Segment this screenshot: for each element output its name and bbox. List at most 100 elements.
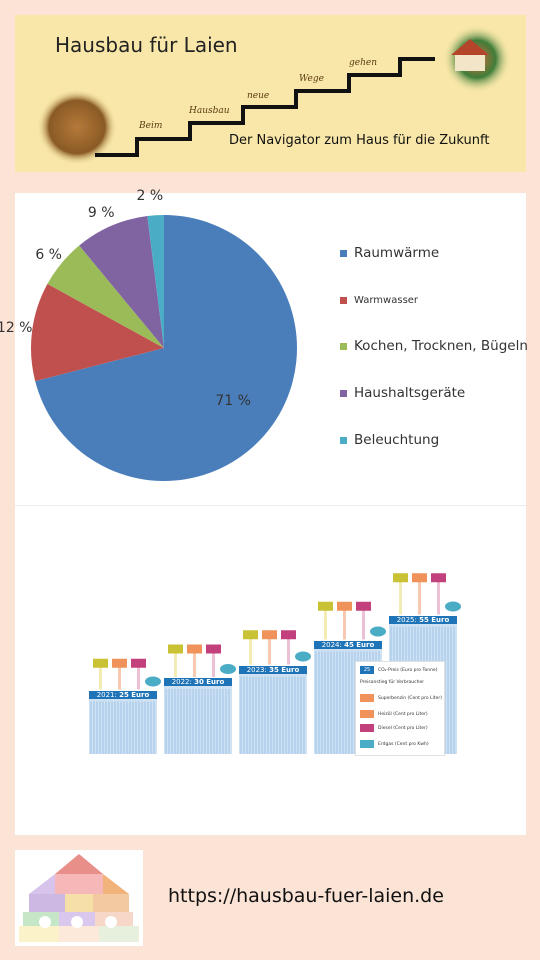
bar-value-label: 2023: 35 Euro [239, 665, 307, 674]
step-word: Beim [139, 121, 163, 131]
bar-value-label: 2022: 30 Euro [164, 678, 232, 686]
step-word: gehen [349, 58, 378, 68]
gas-cloud-icon [145, 676, 161, 687]
bar-legend-badge [360, 710, 374, 718]
bar-legend-item: Superbenzin (Cent pro Liter) [360, 694, 442, 702]
bar-amount: 45 Euro [344, 640, 375, 649]
price-badge [168, 644, 183, 654]
legend-swatch [340, 342, 347, 350]
price-badge [187, 644, 202, 654]
price-badge [412, 573, 427, 583]
price-stem [249, 637, 252, 665]
step-word: Hausbau [189, 106, 230, 116]
bar-legend-badge: 25 [360, 666, 374, 674]
legend-label: Raumwärme [354, 245, 440, 261]
legend-swatch [340, 389, 347, 397]
pie-slice-haushaltsgeräte [79, 216, 164, 348]
bar-amount: 30 Euro [194, 678, 225, 686]
price-stem [343, 608, 346, 640]
bar-year: 2025: [396, 615, 420, 624]
bar-legend-item: Erdgas (Cent pro Kwh) [360, 740, 429, 748]
bar-2023 [239, 666, 307, 754]
bar-legend-text: CO₂-Preis (Euro pro Tonne) [378, 667, 438, 673]
pie-chart [31, 215, 297, 481]
price-stem [193, 651, 196, 677]
bar-legend-item: Diesel (Cent pro Liter) [360, 724, 428, 732]
pie-slice-beleuchtung [147, 215, 164, 348]
bar-legend-text: Heizöl (Cent pro Liter) [378, 711, 428, 717]
bar-year: 2023: [246, 665, 270, 674]
staircase-illustration [37, 25, 511, 165]
price-stem [212, 651, 215, 677]
legend-swatch [340, 436, 347, 444]
pie-value-label: 2 % [136, 187, 164, 204]
pie-chart-panel: 71 % 12 % 6 % 9 % 2 % Raumwärme Warmwasser Koc… [0, 188, 528, 505]
legend-label: Warmwasser [354, 294, 419, 306]
price-stem [99, 665, 102, 690]
gas-cloud-icon [295, 651, 311, 662]
pie-slice-warmwasser [31, 283, 165, 382]
price-badge [281, 630, 296, 640]
bar-legend-badge [360, 740, 374, 748]
legend-item: Raumwärme [340, 243, 439, 263]
staircase-line [95, 57, 435, 157]
block-house-icon [19, 854, 139, 942]
price-badge [393, 573, 408, 583]
bar-legend-badge [360, 694, 374, 702]
step-word: neue [247, 91, 270, 101]
legend-item: Beleuchtung [340, 430, 439, 450]
price-badge [131, 658, 146, 668]
price-badge [112, 658, 127, 668]
bar-year: 2022: [171, 678, 195, 686]
header-banner: Hausbau für Laien Beim Hausbau neue Wege… [15, 15, 526, 172]
bar-legend-item: Preisanstieg für Verbraucher [360, 680, 424, 685]
price-stem [268, 637, 271, 665]
price-stem [174, 651, 177, 677]
legend-label: Kochen, Trocknen, Bügeln [354, 338, 528, 354]
price-badge [318, 601, 333, 611]
price-stem [418, 580, 421, 615]
legend-item: Kochen, Trocknen, Bügeln [340, 336, 528, 356]
legend-label: Beleuchtung [354, 432, 440, 448]
price-badge [356, 601, 371, 611]
price-badge [337, 601, 352, 611]
bar-legend-text: Preisanstieg für Verbraucher [360, 680, 425, 685]
price-stem [118, 665, 121, 690]
bar-amount: 55 Euro [419, 615, 450, 624]
bar-legend-text: Erdgas (Cent pro Kwh) [378, 741, 429, 747]
banner-title: Hausbau für Laien [55, 33, 238, 57]
price-stem [399, 580, 402, 615]
gas-cloud-icon [370, 626, 386, 637]
bar-year: 2021: [96, 690, 120, 699]
banner-subtitle: Der Navigator zum Haus für die Zukunft [229, 133, 490, 148]
price-stem [362, 608, 365, 640]
house-logo [15, 850, 143, 946]
bar-value-label: 2025: 55 Euro [389, 615, 457, 624]
bar-chart-panel: 2021: 25 Euro 2022: 30 Euro 2023: 35 Euro 2… [15, 505, 526, 835]
bar-amount: 25 Euro [119, 690, 150, 699]
bar-value-label: 2024: 45 Euro [314, 640, 382, 649]
bar-chart-legend: 25 CO₂-Preis (Euro pro Tonne) Preisanstieg… [355, 661, 445, 756]
price-stem [137, 665, 140, 690]
gas-cloud-icon [220, 664, 236, 674]
legend-item: Warmwasser [340, 290, 418, 310]
price-stem [324, 608, 327, 640]
website-link[interactable]: https://hausbau-fuer-laien.de [168, 885, 444, 907]
legend-swatch [340, 249, 347, 257]
legend-item: Haushaltsgeräte [340, 383, 465, 403]
price-badge [243, 630, 258, 640]
gas-cloud-icon [445, 601, 461, 612]
legend-label: Haushaltsgeräte [354, 385, 466, 401]
bar-legend-item: 25 CO₂-Preis (Euro pro Tonne) [360, 666, 437, 674]
pie-slice-raumwärme [35, 215, 297, 481]
pie-value-label: 6 % [35, 247, 62, 264]
bar-2021 [89, 691, 157, 754]
bar-year: 2024: [321, 640, 345, 649]
bar-legend-text: Diesel (Cent pro Liter) [378, 725, 428, 731]
bar-value-label: 2021: 25 Euro [89, 690, 157, 699]
pie-value-label: 12 % [0, 320, 33, 337]
pie-value-label: 9 % [87, 204, 115, 221]
price-stem [287, 637, 290, 665]
legend-swatch [340, 296, 347, 304]
price-badge [431, 573, 446, 583]
